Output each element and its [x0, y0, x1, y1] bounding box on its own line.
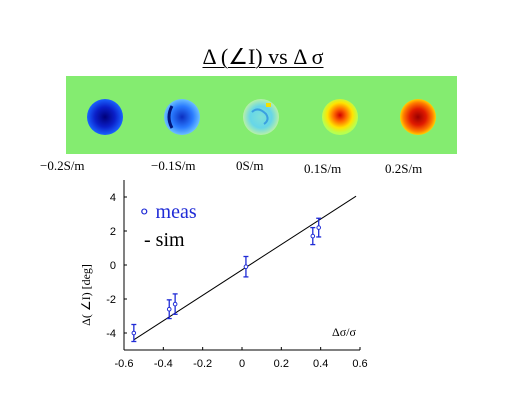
image-zero — [243, 99, 279, 135]
reconstruction-images — [87, 99, 436, 135]
image-minus-0-1-detail — [167, 105, 174, 129]
slide-title: Δ (∠I) vs Δ σ — [202, 44, 324, 69]
x-tick-label: 0.4 — [313, 358, 328, 370]
x-tick-label: 0.2 — [274, 358, 289, 370]
image-label-zero: 0S/m — [236, 158, 264, 173]
x-tick-label: -0.6 — [115, 358, 134, 370]
x-tick-label: 0.6 — [352, 358, 367, 370]
x-tick-label: 0 — [239, 358, 245, 370]
image-label-minus-0-1: −0.1S/m — [151, 158, 196, 173]
x-tick-label: -0.2 — [193, 358, 212, 370]
meas-point — [243, 264, 249, 270]
image-plus-0-1 — [322, 99, 358, 135]
y-axis-label: Δ( ∠I) [deg] — [79, 264, 93, 326]
meas-point — [316, 225, 322, 230]
y-tick-label: -4 — [106, 328, 116, 340]
image-label-minus-0-2: −0.2S/m — [40, 158, 85, 173]
legend-meas: ∘ meas — [138, 201, 197, 223]
image-zero-speck — [266, 103, 271, 107]
meas-point — [131, 330, 137, 336]
y-tick-label: 2 — [110, 226, 116, 238]
y-tick-label: 4 — [110, 192, 116, 204]
image-plus-0-2 — [400, 99, 436, 135]
x-tick-label: -0.4 — [154, 358, 173, 370]
meas-point — [310, 233, 316, 239]
image-zero-detail — [251, 108, 269, 125]
legend-sim: - sim — [144, 229, 185, 251]
y-tick-label: -2 — [106, 294, 116, 306]
y-tick-label: 0 — [110, 260, 116, 272]
meas-point — [166, 306, 172, 312]
image-minus-0-2 — [87, 99, 123, 135]
meas-point — [172, 301, 178, 307]
conductivity-image-strip — [66, 76, 457, 154]
image-minus-0-1 — [164, 99, 200, 135]
image-label-plus-0-2: 0.2S/m — [385, 161, 423, 176]
x-axis-label: Δσ/σ — [332, 325, 357, 339]
image-label-plus-0-1: 0.1S/m — [304, 161, 342, 176]
